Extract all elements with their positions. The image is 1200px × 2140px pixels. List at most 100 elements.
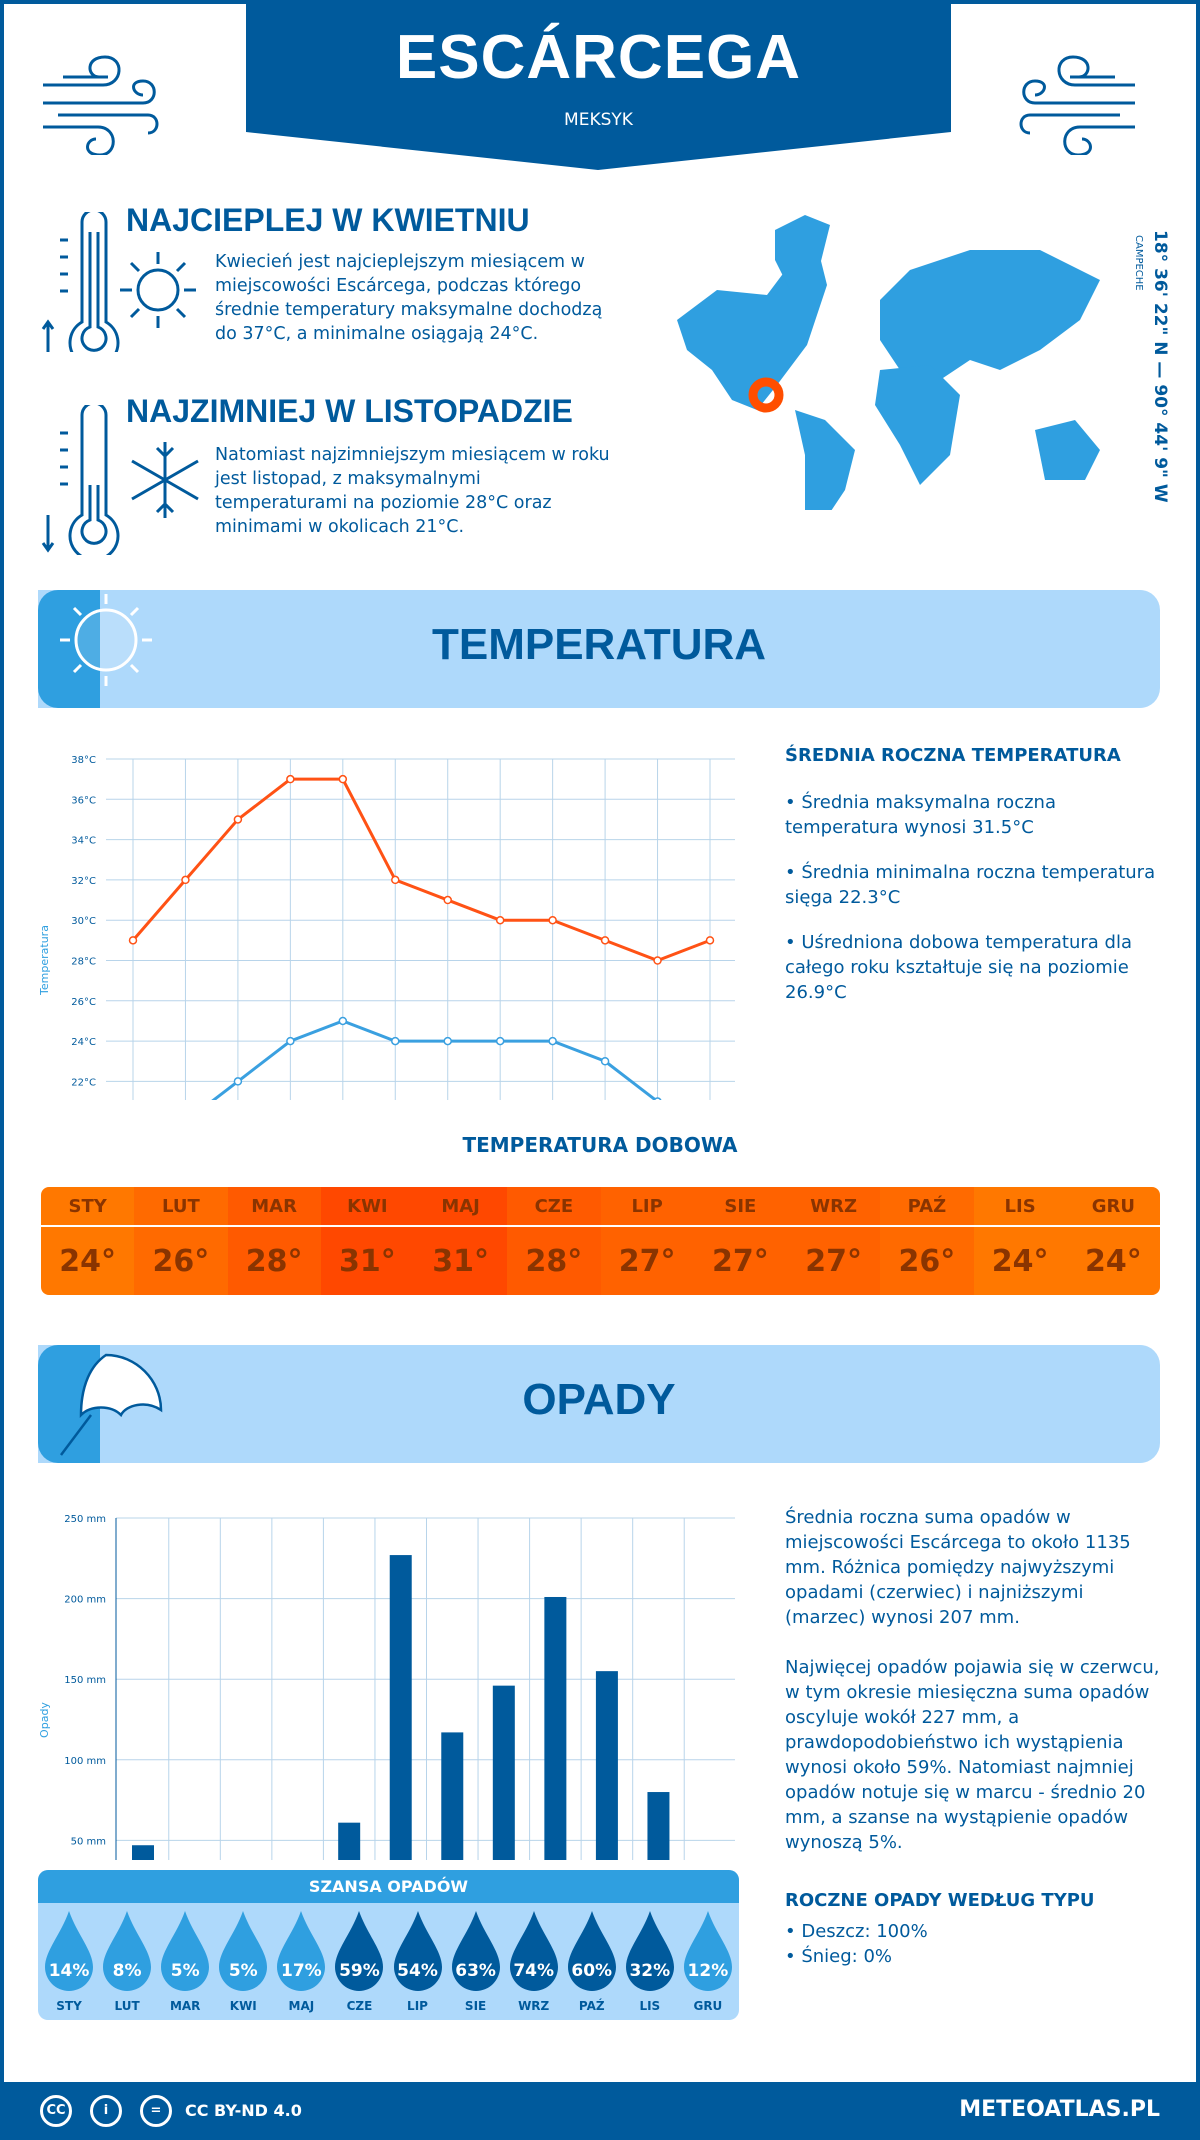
y-tick-label: 200 mm <box>64 1595 106 1606</box>
bar <box>544 1596 567 1860</box>
coordinates: 18° 36' 22" N — 90° 44' 9" W <box>1150 230 1170 503</box>
daily-temp-table: STY 24° LUT 26° MAR 28° KWI 31° MAJ 31° CZE 28° LIP 2… <box>41 1187 1160 1295</box>
y-tick-label: 22°C <box>71 1077 96 1088</box>
coldest-line: minimami w okolicach 21°C. <box>215 517 465 537</box>
data-point <box>548 915 557 925</box>
data-point <box>548 1036 557 1046</box>
precip-type-item: • Śnieg: 0% <box>785 1946 893 1967</box>
precip-chance-value: 60% <box>571 1961 613 1981</box>
hottest-line: Kwiecień jest najcieplejszym miesiącem w <box>215 252 585 272</box>
month-label: WRZ <box>518 1999 550 2013</box>
month-label: LIP <box>407 1999 428 2013</box>
daily-temp-cell: LIP 27° <box>600 1187 694 1295</box>
month-label: PAŹ <box>880 1187 974 1227</box>
thermometer-cold-icon <box>41 405 120 555</box>
umbrella-icon <box>60 1353 163 1456</box>
daily-temp-cell: MAR 28° <box>227 1187 321 1295</box>
coldest-line: temperaturami na poziomie 28°C oraz <box>215 493 552 513</box>
month-label: LIS <box>639 1999 661 2013</box>
daily-temp-value: 27° <box>712 1243 769 1279</box>
country-label: MEKSYK <box>564 110 633 130</box>
bar <box>338 1822 361 1860</box>
y-tick-label: 30°C <box>71 916 96 927</box>
precip-chance-item: 60% PAŹ <box>563 1909 621 2013</box>
month-label: CZE <box>507 1187 601 1227</box>
precip-chance-item: 17% MAJ <box>272 1909 330 2013</box>
coldest-text: Natomiast najzimniejszym miesiącem w rok… <box>215 443 610 539</box>
precipitation-banner: OPADY <box>38 1345 1160 1463</box>
y-tick-label: 250 mm <box>64 1514 106 1525</box>
daily-temp-value: 31° <box>339 1243 396 1279</box>
header-banner <box>246 0 951 170</box>
daily-temp-value: 24° <box>1085 1243 1142 1279</box>
month-label: KWI <box>320 1187 414 1227</box>
daily-temp-value: 27° <box>805 1243 862 1279</box>
daily-temp-cell: STY 24° <box>41 1187 135 1295</box>
summary-paragraph: Najwięcej opadów pojawia się w czerwcu, … <box>785 1657 1160 1853</box>
cc-icon: CC <box>40 2095 72 2127</box>
data-point <box>391 875 400 885</box>
data-point <box>600 1057 610 1066</box>
wind-icon-right <box>1019 55 1135 155</box>
bar <box>492 1685 515 1860</box>
month-label: LUT <box>114 1999 140 2013</box>
precip-chance-value: 5% <box>228 1961 258 1981</box>
precip-chance-item: 12% GRU <box>679 1909 737 2013</box>
summary-item: • Średnia minimalna roczna temperatura s… <box>785 862 1156 908</box>
hottest-line: do 37°C, a minimalne osiągają 24°C. <box>215 324 539 344</box>
raindrop-icon <box>683 1911 732 1991</box>
daily-temp-value: 24° <box>991 1243 1049 1279</box>
y-axis-label: Temperatura <box>38 925 51 996</box>
data-point <box>653 956 662 965</box>
temperature-banner: TEMPERATURA <box>38 590 1160 708</box>
data-point <box>286 1036 295 1046</box>
daily-temp-value: 24° <box>59 1243 116 1279</box>
summary-item: • Uśredniona dobowa temperatura dla całe… <box>785 932 1133 1003</box>
month-label: MAR <box>227 1187 321 1227</box>
temperature-summary: ŚREDNIA ROCZNA TEMPERATURA • Średnia mak… <box>785 745 1165 1025</box>
hottest-text: Kwiecień jest najcieplejszym miesiącem w… <box>215 250 602 346</box>
thermometer-hot-icon <box>41 212 120 352</box>
data-point <box>495 1036 505 1046</box>
license-label[interactable]: CC BY-ND 4.0 <box>185 2101 302 2120</box>
precip-chance-item: 74% WRZ <box>505 1909 563 2013</box>
location-marker <box>748 377 784 413</box>
precip-chance-item: 5% KWI <box>214 1909 272 2013</box>
precipitation-summary: Średnia roczna suma opadów w miejscowośc… <box>785 1505 1165 1875</box>
precip-chance-item: 32% LIS <box>621 1909 679 2013</box>
temperature-title: TEMPERATURA <box>431 620 767 669</box>
coldest-title: NAJZIMNIEJ W LISTOPADZIE <box>126 393 573 429</box>
month-label: MAR <box>169 1999 201 2013</box>
by-icon: i <box>90 2095 122 2127</box>
y-tick-label: 32°C <box>71 876 96 887</box>
raindrop-icon <box>625 1911 674 1991</box>
data-point <box>338 1016 348 1026</box>
daily-temp-cell: KWI 31° <box>320 1187 414 1295</box>
daily-temp-value: 28° <box>245 1243 303 1279</box>
precip-chance-title: SZANSA OPADÓW <box>38 1870 739 1903</box>
sun-icon <box>120 252 196 328</box>
hottest-title: NAJCIEPLEJ W KWIETNIU <box>126 202 530 238</box>
month-label: KWI <box>229 1999 257 2013</box>
data-point <box>338 774 348 784</box>
series-line <box>211 1019 658 1100</box>
footer: CC i = CC BY-ND 4.0 METEOATLAS.PL <box>0 2082 1200 2140</box>
world-map <box>677 215 1100 510</box>
data-point <box>233 1077 243 1086</box>
daily-temp-value: 27° <box>618 1243 676 1279</box>
temperature-summary-title: ŚREDNIA ROCZNA TEMPERATURA <box>785 745 1121 766</box>
site-link[interactable]: METEOATLAS.PL <box>959 2097 1160 2122</box>
precip-chance-value: 74% <box>513 1961 555 1981</box>
data-point <box>653 1097 662 1100</box>
data-point <box>705 936 715 945</box>
raindrop-icon <box>451 1911 500 1991</box>
raindrop-icon <box>161 1911 210 1991</box>
month-label: MAJ <box>414 1187 508 1227</box>
month-label: GRU <box>1066 1187 1160 1227</box>
precip-chance-item: 63% SIE <box>447 1909 505 2013</box>
data-point <box>181 875 190 885</box>
raindrop-icon <box>509 1911 558 1991</box>
y-tick-label: 50 mm <box>71 1836 106 1847</box>
precipitation-title: OPADY <box>522 1375 676 1424</box>
precip-chance-value: 14% <box>48 1961 90 1981</box>
